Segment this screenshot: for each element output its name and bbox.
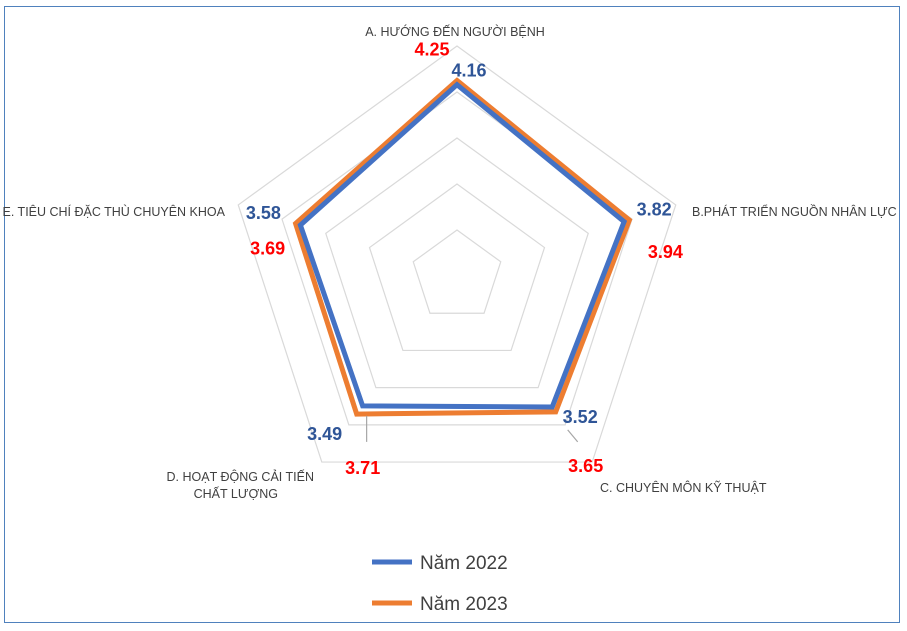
value-labels: 4.16 3.82 3.52 3.49 3.58 4.25 3.94 3.65 3.71 3.69: [246, 40, 683, 479]
axis-label-c: C. CHUYÊN MÔN KỸ THUẬT: [600, 480, 767, 495]
grid-ring-3: [325, 137, 589, 389]
value-label-2023-1: 3.94: [648, 242, 683, 262]
axis-labels: A. HƯỚNG ĐẾN NGƯỜI BỆNH B.PHÁT TRIỂN NGU…: [3, 24, 897, 501]
legend: Năm 2022 Năm 2023: [372, 553, 508, 615]
radar-grid: [237, 45, 677, 463]
value-label-2022-4: 3.58: [246, 203, 281, 223]
axis-label-b: B.PHÁT TRIỂN NGUỒN NHÂN LỰC: [692, 204, 897, 219]
legend-label-2022: Năm 2022: [420, 553, 508, 574]
axis-label-a: A. HƯỚNG ĐẾN NGƯỜI BỆNH: [365, 24, 545, 39]
value-label-2022-0: 4.16: [451, 61, 486, 81]
grid-ring-2: [368, 183, 546, 352]
axis-label-d-line1: D. HOẠT ĐỘNG CẢI TIẾN: [167, 469, 314, 484]
value-label-2023-2: 3.65: [568, 456, 603, 476]
legend-label-2023: Năm 2023: [420, 594, 508, 615]
leader-line-c: [567, 429, 579, 443]
value-label-2023-4: 3.69: [250, 239, 285, 259]
grid-ring-1: [412, 229, 502, 314]
series-line-2022: [297, 81, 628, 410]
axis-label-d-line2: CHẤT LƯỢNG: [194, 486, 278, 501]
grid-ring-5: [237, 45, 677, 463]
value-label-2023-3: 3.71: [345, 458, 380, 478]
value-label-2022-3: 3.49: [307, 424, 342, 444]
series-line-2023: [292, 77, 633, 417]
value-label-2022-1: 3.82: [637, 200, 672, 220]
radar-series: [292, 77, 633, 417]
value-label-2023-0: 4.25: [414, 40, 449, 60]
value-label-2022-2: 3.52: [563, 407, 598, 427]
axis-label-e: E. TIÊU CHÍ ĐẶC THÙ CHUYÊN KHOA: [3, 204, 226, 219]
chart-frame: [4, 6, 900, 623]
